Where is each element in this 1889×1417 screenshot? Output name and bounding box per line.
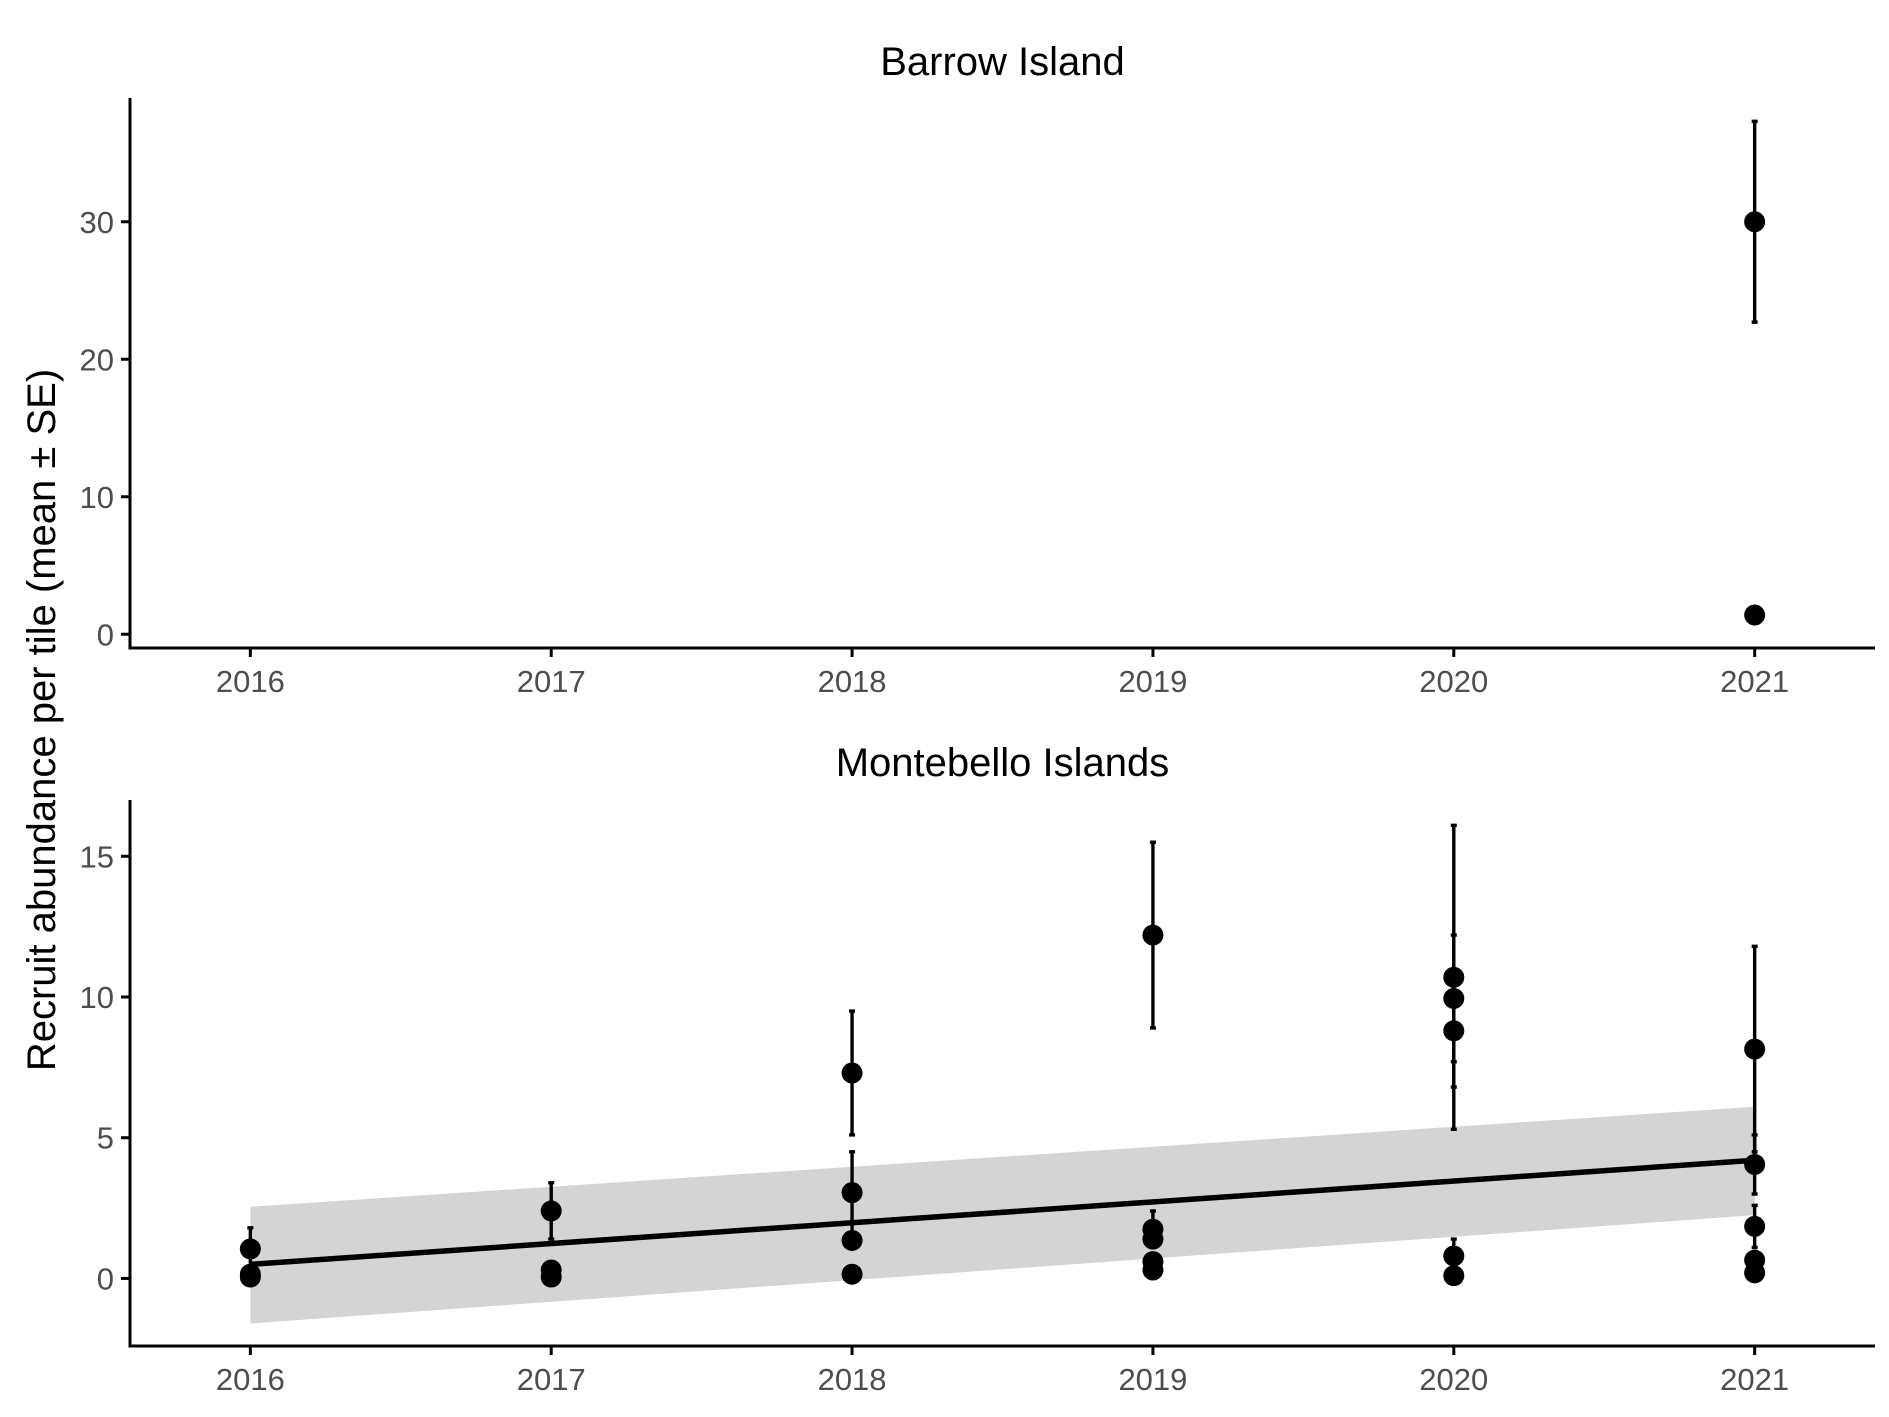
x-tick-label: 2021 bbox=[1720, 1362, 1789, 1397]
y-tick-label: 0 bbox=[97, 617, 114, 652]
data-point bbox=[1443, 1245, 1465, 1267]
x-tick-label: 2020 bbox=[1419, 664, 1488, 699]
data-point bbox=[1443, 987, 1465, 1009]
data-point bbox=[1744, 604, 1766, 626]
x-tick-label: 2016 bbox=[216, 1362, 285, 1397]
x-tick-label: 2020 bbox=[1419, 1362, 1488, 1397]
data-point bbox=[841, 1229, 863, 1251]
y-tick-label: 30 bbox=[80, 205, 114, 240]
data-point bbox=[841, 1182, 863, 1204]
panel-barrow-island: Barrow Island 0 10 20 30 2016 2017 2018 2019 2020… bbox=[80, 40, 1875, 699]
data-point bbox=[1744, 211, 1766, 233]
data-point bbox=[239, 1266, 261, 1288]
confidence-band bbox=[250, 1106, 1755, 1324]
x-tick-label: 2018 bbox=[818, 1362, 887, 1397]
data-point bbox=[540, 1266, 562, 1288]
y-tick-label: 5 bbox=[97, 1121, 114, 1156]
x-tick-label: 2017 bbox=[517, 664, 586, 699]
data-point bbox=[1744, 1153, 1766, 1175]
data-point bbox=[1744, 1215, 1766, 1237]
trend-line bbox=[250, 1157, 1755, 1268]
x-tick-label: 2016 bbox=[216, 664, 285, 699]
x-tick-label: 2017 bbox=[517, 1362, 586, 1397]
panel-title: Barrow Island bbox=[880, 40, 1125, 84]
data-point bbox=[1142, 1259, 1164, 1281]
x-tick-label: 2018 bbox=[818, 664, 887, 699]
y-tick-label: 20 bbox=[80, 342, 114, 377]
data-point bbox=[1443, 966, 1465, 988]
data-point bbox=[841, 1062, 863, 1084]
data-point bbox=[1443, 1265, 1465, 1287]
x-tick-label: 2019 bbox=[1118, 1362, 1187, 1397]
data-point bbox=[239, 1238, 261, 1260]
x-tick-label: 2019 bbox=[1118, 664, 1187, 699]
x-tick-label: 2021 bbox=[1720, 664, 1789, 699]
panel-title: Montebello Islands bbox=[836, 741, 1170, 785]
data-point bbox=[1443, 1020, 1465, 1042]
panel-montebello-islands: Montebello Islands 0 5 10 15 2016 2017 2018 2019… bbox=[80, 741, 1875, 1397]
data-point bbox=[1744, 1262, 1766, 1284]
data-point bbox=[1142, 924, 1164, 946]
y-tick-label: 10 bbox=[80, 980, 114, 1015]
y-tick-label: 0 bbox=[97, 1261, 114, 1296]
data-point bbox=[841, 1263, 863, 1285]
data-point bbox=[540, 1200, 562, 1222]
y-tick-label: 10 bbox=[80, 480, 114, 515]
data-point bbox=[1142, 1228, 1164, 1250]
data-point bbox=[1744, 1038, 1766, 1060]
y-tick-label: 15 bbox=[80, 839, 114, 874]
y-axis-title: Recruit abundance per tile (mean ± SE) bbox=[20, 369, 64, 1071]
